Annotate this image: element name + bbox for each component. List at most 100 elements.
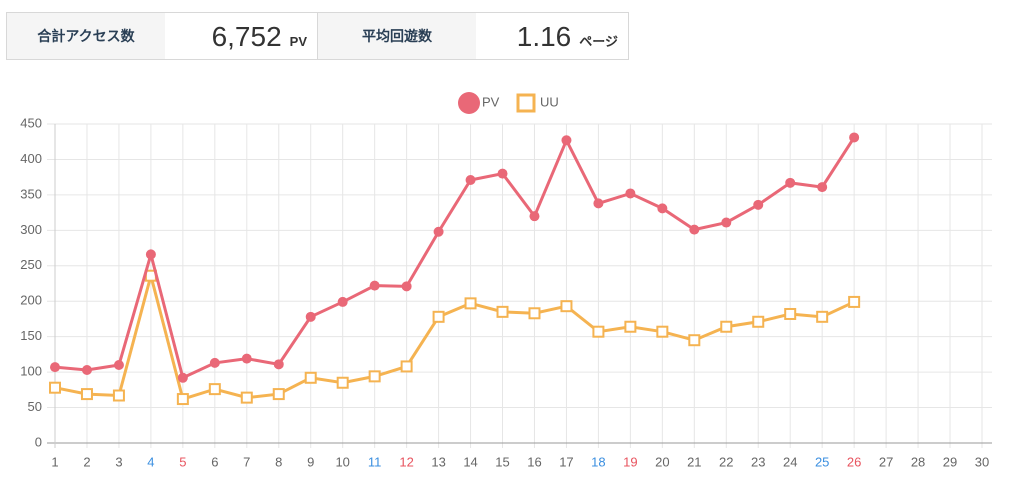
x-tick-label: 18: [591, 454, 605, 469]
point: [112, 389, 125, 402]
point: [592, 325, 605, 338]
point: [240, 391, 253, 404]
point: [145, 249, 156, 260]
point: [720, 320, 733, 333]
y-tick-label: 350: [20, 186, 42, 201]
point: [529, 211, 540, 222]
y-tick-label: 100: [20, 364, 42, 379]
stat-unit: ページ: [579, 34, 618, 49]
point: [785, 177, 796, 188]
x-tick-label: 8: [275, 454, 282, 469]
stat-label: 平均回遊数: [318, 13, 476, 59]
point: [176, 393, 189, 406]
series-line: [54, 136, 856, 380]
x-tick-label: 11: [368, 454, 382, 469]
point: [657, 203, 668, 214]
point: [593, 198, 604, 209]
point: [689, 224, 700, 235]
series-line: [54, 269, 855, 401]
x-tick-label: 16: [527, 454, 541, 469]
y-tick-label: 450: [20, 115, 42, 130]
point: [432, 310, 445, 323]
stat: 合計アクセス数 6,752 PV: [7, 13, 317, 59]
point: [784, 307, 797, 320]
point: [433, 226, 444, 237]
point: [528, 307, 541, 320]
legend-label: UU: [540, 94, 559, 109]
legend-marker: [516, 93, 536, 113]
point: [496, 305, 509, 318]
x-tick-label: 24: [783, 454, 797, 469]
x-tick-label: 2: [83, 454, 90, 469]
point: [336, 376, 349, 389]
point: [400, 360, 413, 373]
y-tick-label: 300: [20, 222, 42, 237]
x-tick-label: 19: [623, 454, 637, 469]
x-tick-label: 9: [307, 454, 314, 469]
point: [848, 295, 861, 308]
x-tick-label: 28: [911, 454, 925, 469]
point: [625, 188, 636, 199]
legend-marker: [458, 92, 480, 114]
x-tick-label: 30: [975, 454, 989, 469]
point: [368, 370, 381, 383]
point: [753, 199, 764, 210]
x-tick-label: 21: [687, 454, 701, 469]
point: [304, 371, 317, 384]
point: [656, 325, 669, 338]
y-tick-label: 50: [28, 399, 42, 414]
x-tick-label: 13: [431, 454, 445, 469]
y-tick-label: 150: [20, 328, 42, 343]
point: [177, 372, 188, 383]
point: [305, 311, 316, 322]
x-tick-label: 12: [399, 454, 413, 469]
point: [752, 315, 765, 328]
point: [209, 357, 220, 368]
x-tick-label: 1: [51, 454, 58, 469]
y-tick-label: 400: [20, 151, 42, 166]
stat-value-box: 1.16 ページ: [476, 13, 628, 59]
point: [272, 388, 285, 401]
x-tick-label: 5: [179, 454, 186, 469]
point: [816, 310, 829, 323]
x-tick-label: 29: [943, 454, 957, 469]
y-tick-label: 250: [20, 257, 42, 272]
x-tick-label: 17: [559, 454, 573, 469]
point: [688, 334, 701, 347]
point: [849, 132, 860, 143]
point: [561, 135, 572, 146]
x-tick-label: 6: [211, 454, 218, 469]
point: [50, 362, 60, 373]
x-tick-label: 25: [815, 454, 829, 469]
point: [464, 297, 477, 310]
point: [337, 296, 348, 307]
point: [560, 300, 573, 313]
point: [465, 175, 476, 186]
stat-value: 1.16: [516, 21, 572, 52]
stat: 平均回遊数 1.16 ページ: [317, 13, 628, 59]
point: [49, 381, 61, 394]
point: [273, 359, 284, 370]
stats: 合計アクセス数 6,752 PV 平均回遊数 1.16 ページ: [6, 12, 629, 60]
point: [208, 383, 221, 396]
x-tick-label: 14: [463, 454, 477, 469]
x-tick-label: 10: [335, 454, 349, 469]
point: [369, 280, 380, 291]
point: [81, 364, 92, 375]
stat-unit: PV: [289, 34, 307, 49]
point: [721, 217, 732, 228]
point: [497, 168, 508, 179]
point: [401, 281, 412, 292]
point: [817, 182, 828, 193]
stat-value: 6,752: [211, 21, 282, 52]
x-tick-label: 26: [847, 454, 861, 469]
point: [241, 353, 252, 364]
point: [624, 320, 637, 333]
stat-label: 合計アクセス数: [7, 13, 165, 59]
stat-value-box: 6,752 PV: [165, 13, 317, 59]
x-tick-label: 4: [147, 454, 154, 469]
x-tick-label: 7: [243, 454, 250, 469]
x-tick-label: 23: [751, 454, 765, 469]
